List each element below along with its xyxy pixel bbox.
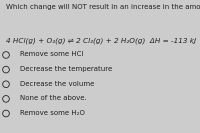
Text: Which change will NOT result in an increase in the amount of Cl₂(g)?: Which change will NOT result in an incre… xyxy=(6,4,200,11)
Text: Remove some HCl: Remove some HCl xyxy=(20,51,83,57)
Text: 4 HCl(g) + O₂(g) ⇌ 2 Cl₂(g) + 2 H₂O(g)  ΔH = -113 kJ: 4 HCl(g) + O₂(g) ⇌ 2 Cl₂(g) + 2 H₂O(g) Δ… xyxy=(6,37,196,44)
Text: Remove some H₂O: Remove some H₂O xyxy=(20,110,85,116)
Text: Decrease the temperature: Decrease the temperature xyxy=(20,66,112,72)
Text: None of the above.: None of the above. xyxy=(20,95,87,101)
Text: Decrease the volume: Decrease the volume xyxy=(20,81,94,87)
